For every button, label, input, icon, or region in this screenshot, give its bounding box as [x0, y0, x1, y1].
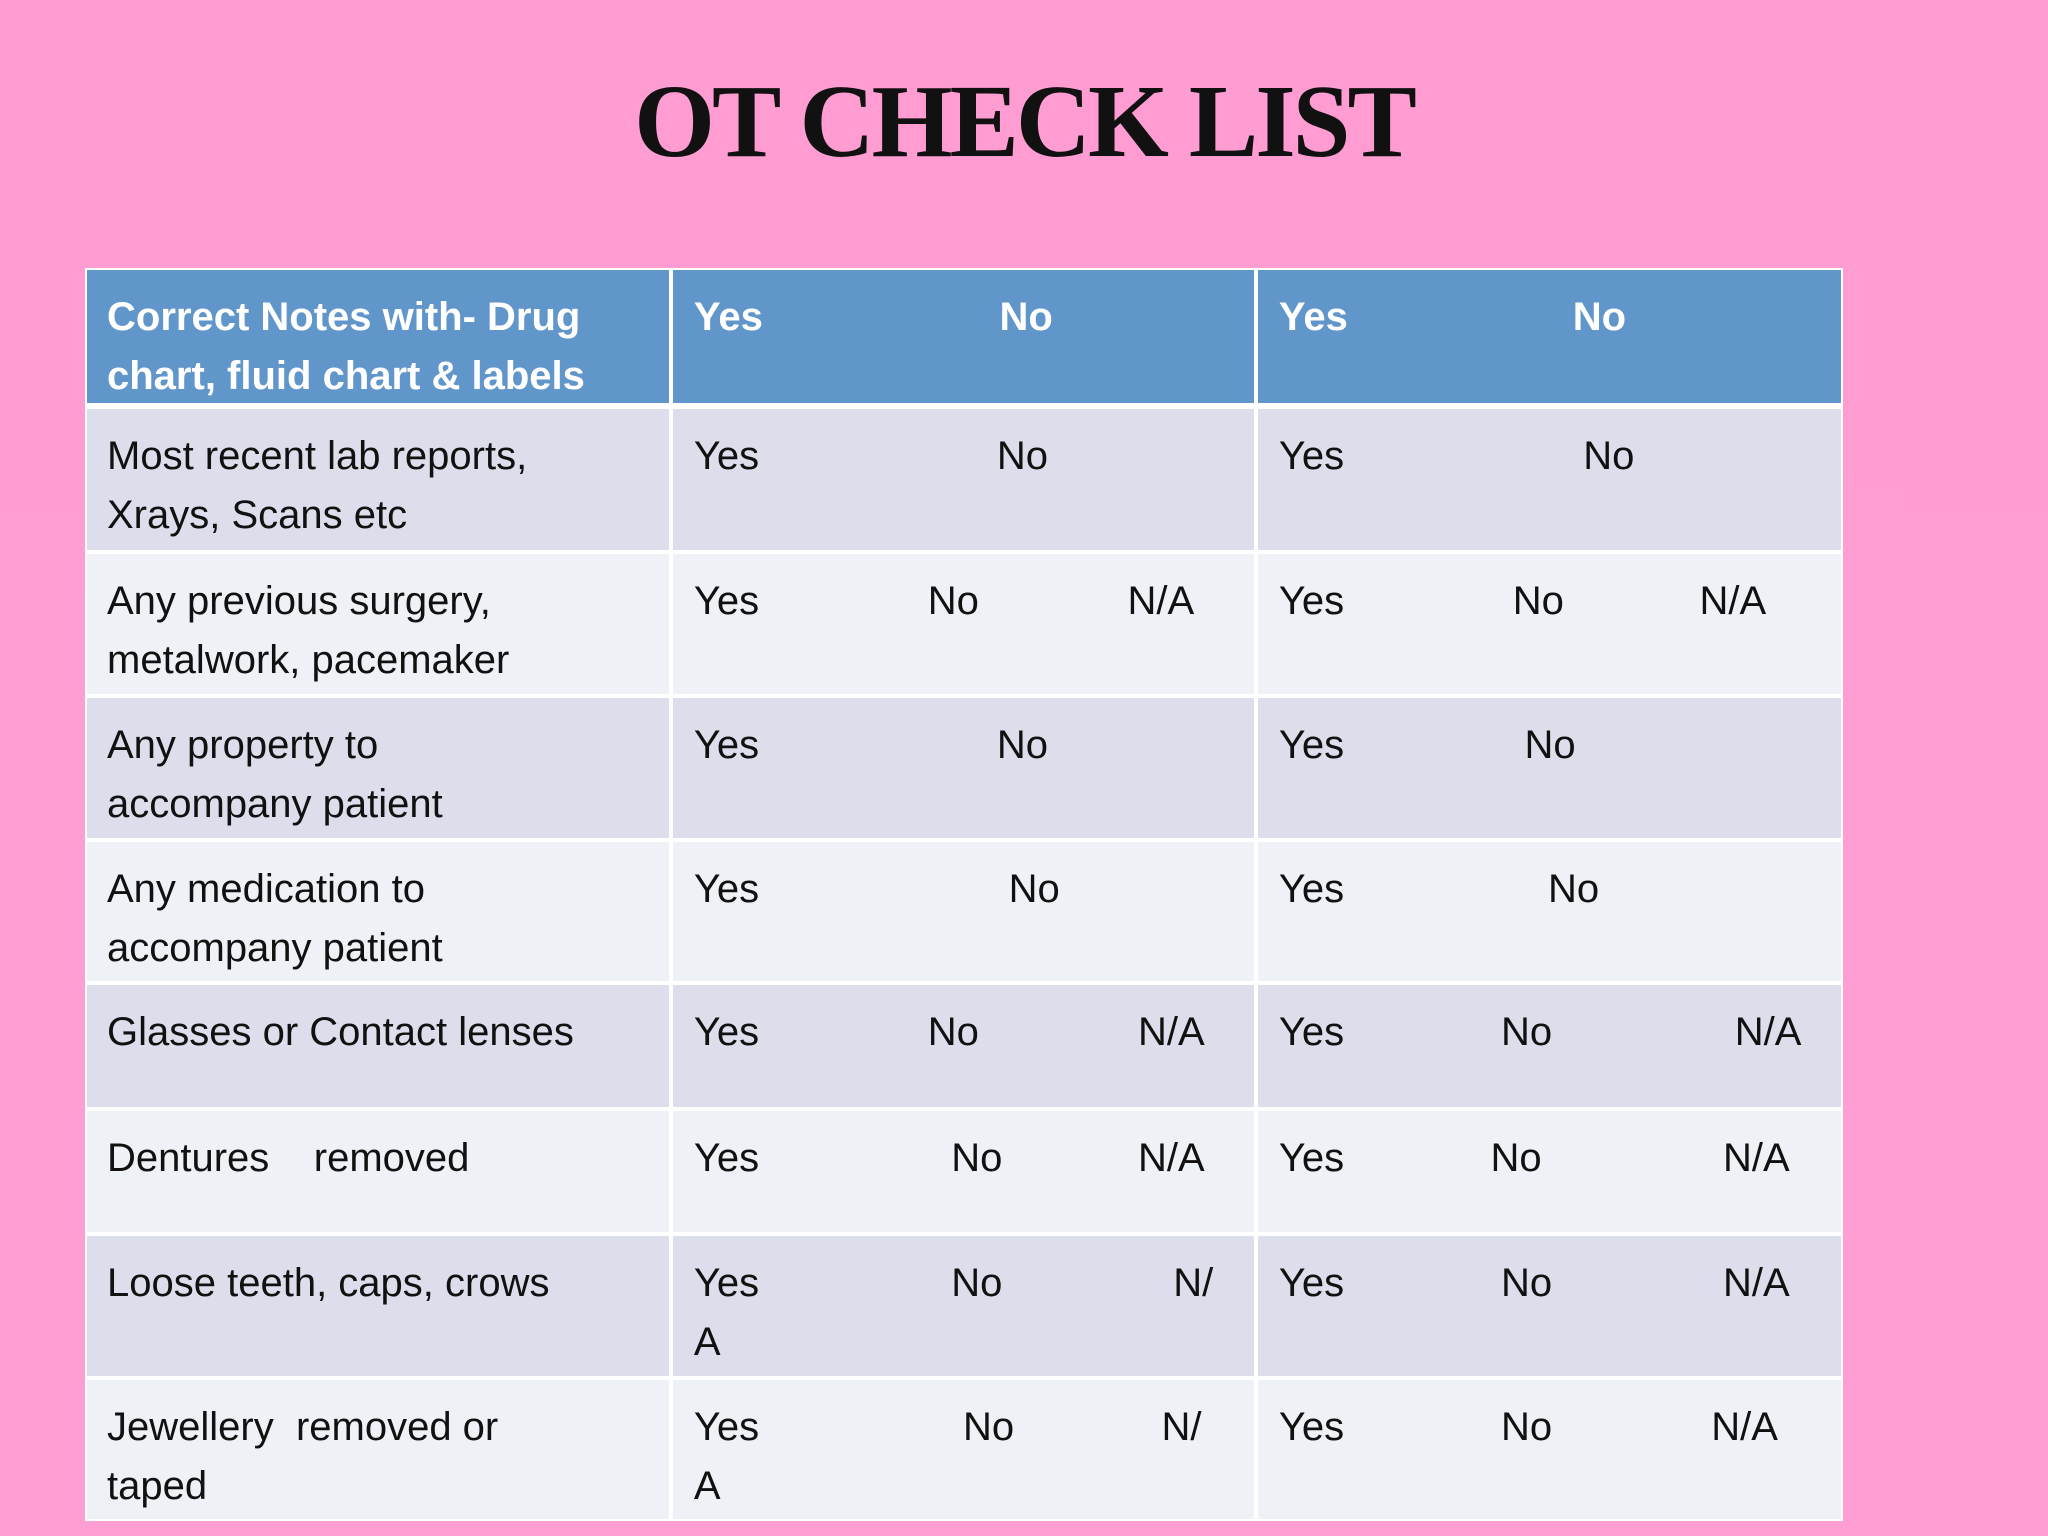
header-cell: Yes No — [671, 268, 1256, 407]
table-cell: Jewellery removed or taped — [85, 1378, 671, 1521]
option-text: Yes — [1278, 295, 1348, 339]
option-text: N/A — [1137, 1010, 1205, 1054]
option-text: No — [1490, 1136, 1542, 1180]
option-text: N/ — [1173, 1261, 1214, 1305]
table-cell: Yes No N/A — [671, 1234, 1256, 1378]
option-text: N/A — [1137, 1136, 1205, 1180]
option-text: No — [951, 1261, 1003, 1305]
table-cell: Yes No — [1256, 840, 1843, 983]
option-text: No — [1512, 579, 1564, 623]
table-cell: Yes No N/A — [671, 983, 1256, 1109]
option-text: N/A — [1711, 1405, 1778, 1449]
option-text: Yes — [693, 867, 760, 911]
header-cell: Correct Notes with- Drug chart, fluid cha… — [85, 268, 671, 407]
header-cell: Yes No — [1256, 268, 1843, 407]
option-text: No — [1572, 295, 1627, 339]
table-cell: Yes No N/A — [671, 1109, 1256, 1234]
row-label: chart, fluid chart & labels — [107, 354, 585, 398]
option-text: No — [1500, 1405, 1553, 1449]
option-text: Yes — [693, 1136, 760, 1180]
row-label: metalwork, pacemaker — [107, 638, 510, 682]
row-label: Any medication to — [107, 867, 425, 911]
table-cell: Any previous surgery, metalwork, pacemake… — [85, 552, 671, 696]
option-text: Yes — [1278, 579, 1345, 623]
table-cell: Yes No — [671, 696, 1256, 840]
option-text: A — [693, 1464, 721, 1508]
option-text: No — [951, 1136, 1003, 1180]
option-text: Yes — [1278, 1261, 1345, 1305]
table-cell: Dentures removed — [85, 1109, 671, 1234]
option-text: Yes — [693, 1261, 760, 1305]
table-cell: Loose teeth, caps, crows — [85, 1234, 671, 1378]
option-text: Yes — [693, 579, 760, 623]
option-text: Yes — [693, 1405, 760, 1449]
option-text: No — [1008, 867, 1060, 911]
option-text: No — [1547, 867, 1600, 911]
option-text: Yes — [1278, 434, 1345, 478]
row-label: Xrays, Scans etc — [107, 493, 408, 537]
row-label: Any previous surgery, — [107, 579, 491, 623]
table-cell: Glasses or Contact lenses — [85, 983, 671, 1109]
table-cell: Any property to accompany patient — [85, 696, 671, 840]
option-text: No — [962, 1405, 1015, 1449]
option-text: Yes — [1278, 1405, 1345, 1449]
option-text: Yes — [1278, 1010, 1345, 1054]
row-label: taped — [107, 1464, 208, 1508]
option-text: No — [996, 434, 1049, 478]
option-text: No — [1500, 1261, 1553, 1305]
row-label: accompany patient — [107, 782, 443, 826]
option-text: N/A — [1722, 1136, 1790, 1180]
option-text: N/A — [1734, 1010, 1802, 1054]
option-text: No — [1500, 1010, 1553, 1054]
option-text: No — [1524, 723, 1576, 767]
row-label: Glasses or Contact lenses — [107, 1010, 574, 1054]
table-cell: Yes No N/A — [1256, 983, 1843, 1109]
option-text: Yes — [693, 1010, 760, 1054]
option-text: Yes — [693, 434, 760, 478]
table-cell: Yes No — [1256, 407, 1843, 552]
option-text: No — [996, 723, 1049, 767]
option-text: Yes — [693, 723, 760, 767]
option-text: No — [927, 579, 979, 623]
table-cell: Yes No — [1256, 696, 1843, 840]
row-label: Jewellery removed or — [107, 1405, 499, 1449]
option-text: N/A — [1699, 579, 1767, 623]
row-label: Dentures removed — [107, 1136, 470, 1180]
table-cell: Yes No N/A — [671, 1378, 1256, 1521]
table-cell: Yes No N/A — [671, 552, 1256, 696]
option-text: N/ — [1161, 1405, 1202, 1449]
option-text: N/A — [1722, 1261, 1790, 1305]
option-text: Yes — [1278, 1136, 1345, 1180]
table-cell: Yes No N/A — [1256, 552, 1843, 696]
row-label: Correct Notes with- Drug — [107, 295, 581, 339]
row-label: accompany patient — [107, 926, 443, 970]
table-cell: Most recent lab reports, Xrays, Scans etc — [85, 407, 671, 552]
option-text: N/A — [1127, 579, 1195, 623]
slide-title: OT CHECK LIST — [634, 64, 1417, 179]
option-text: Yes — [693, 295, 763, 339]
table-cell: Any medication to accompany patient — [85, 840, 671, 983]
table-cell: Yes No — [671, 840, 1256, 983]
row-label: Any property to — [107, 723, 379, 767]
option-text: No — [927, 1010, 979, 1054]
row-label: Loose teeth, caps, crows — [107, 1261, 550, 1305]
table-cell: Yes No N/A — [1256, 1109, 1843, 1234]
table-cell: Yes No N/A — [1256, 1378, 1843, 1521]
option-text: No — [999, 295, 1053, 339]
option-text: Yes — [1278, 723, 1345, 767]
option-text: A — [693, 1320, 721, 1364]
option-text: Yes — [1278, 867, 1345, 911]
row-label: Most recent lab reports, — [107, 434, 528, 478]
table-cell: Yes No N/A — [1256, 1234, 1843, 1378]
option-text: No — [1583, 434, 1635, 478]
table-cell: Yes No — [671, 407, 1256, 552]
